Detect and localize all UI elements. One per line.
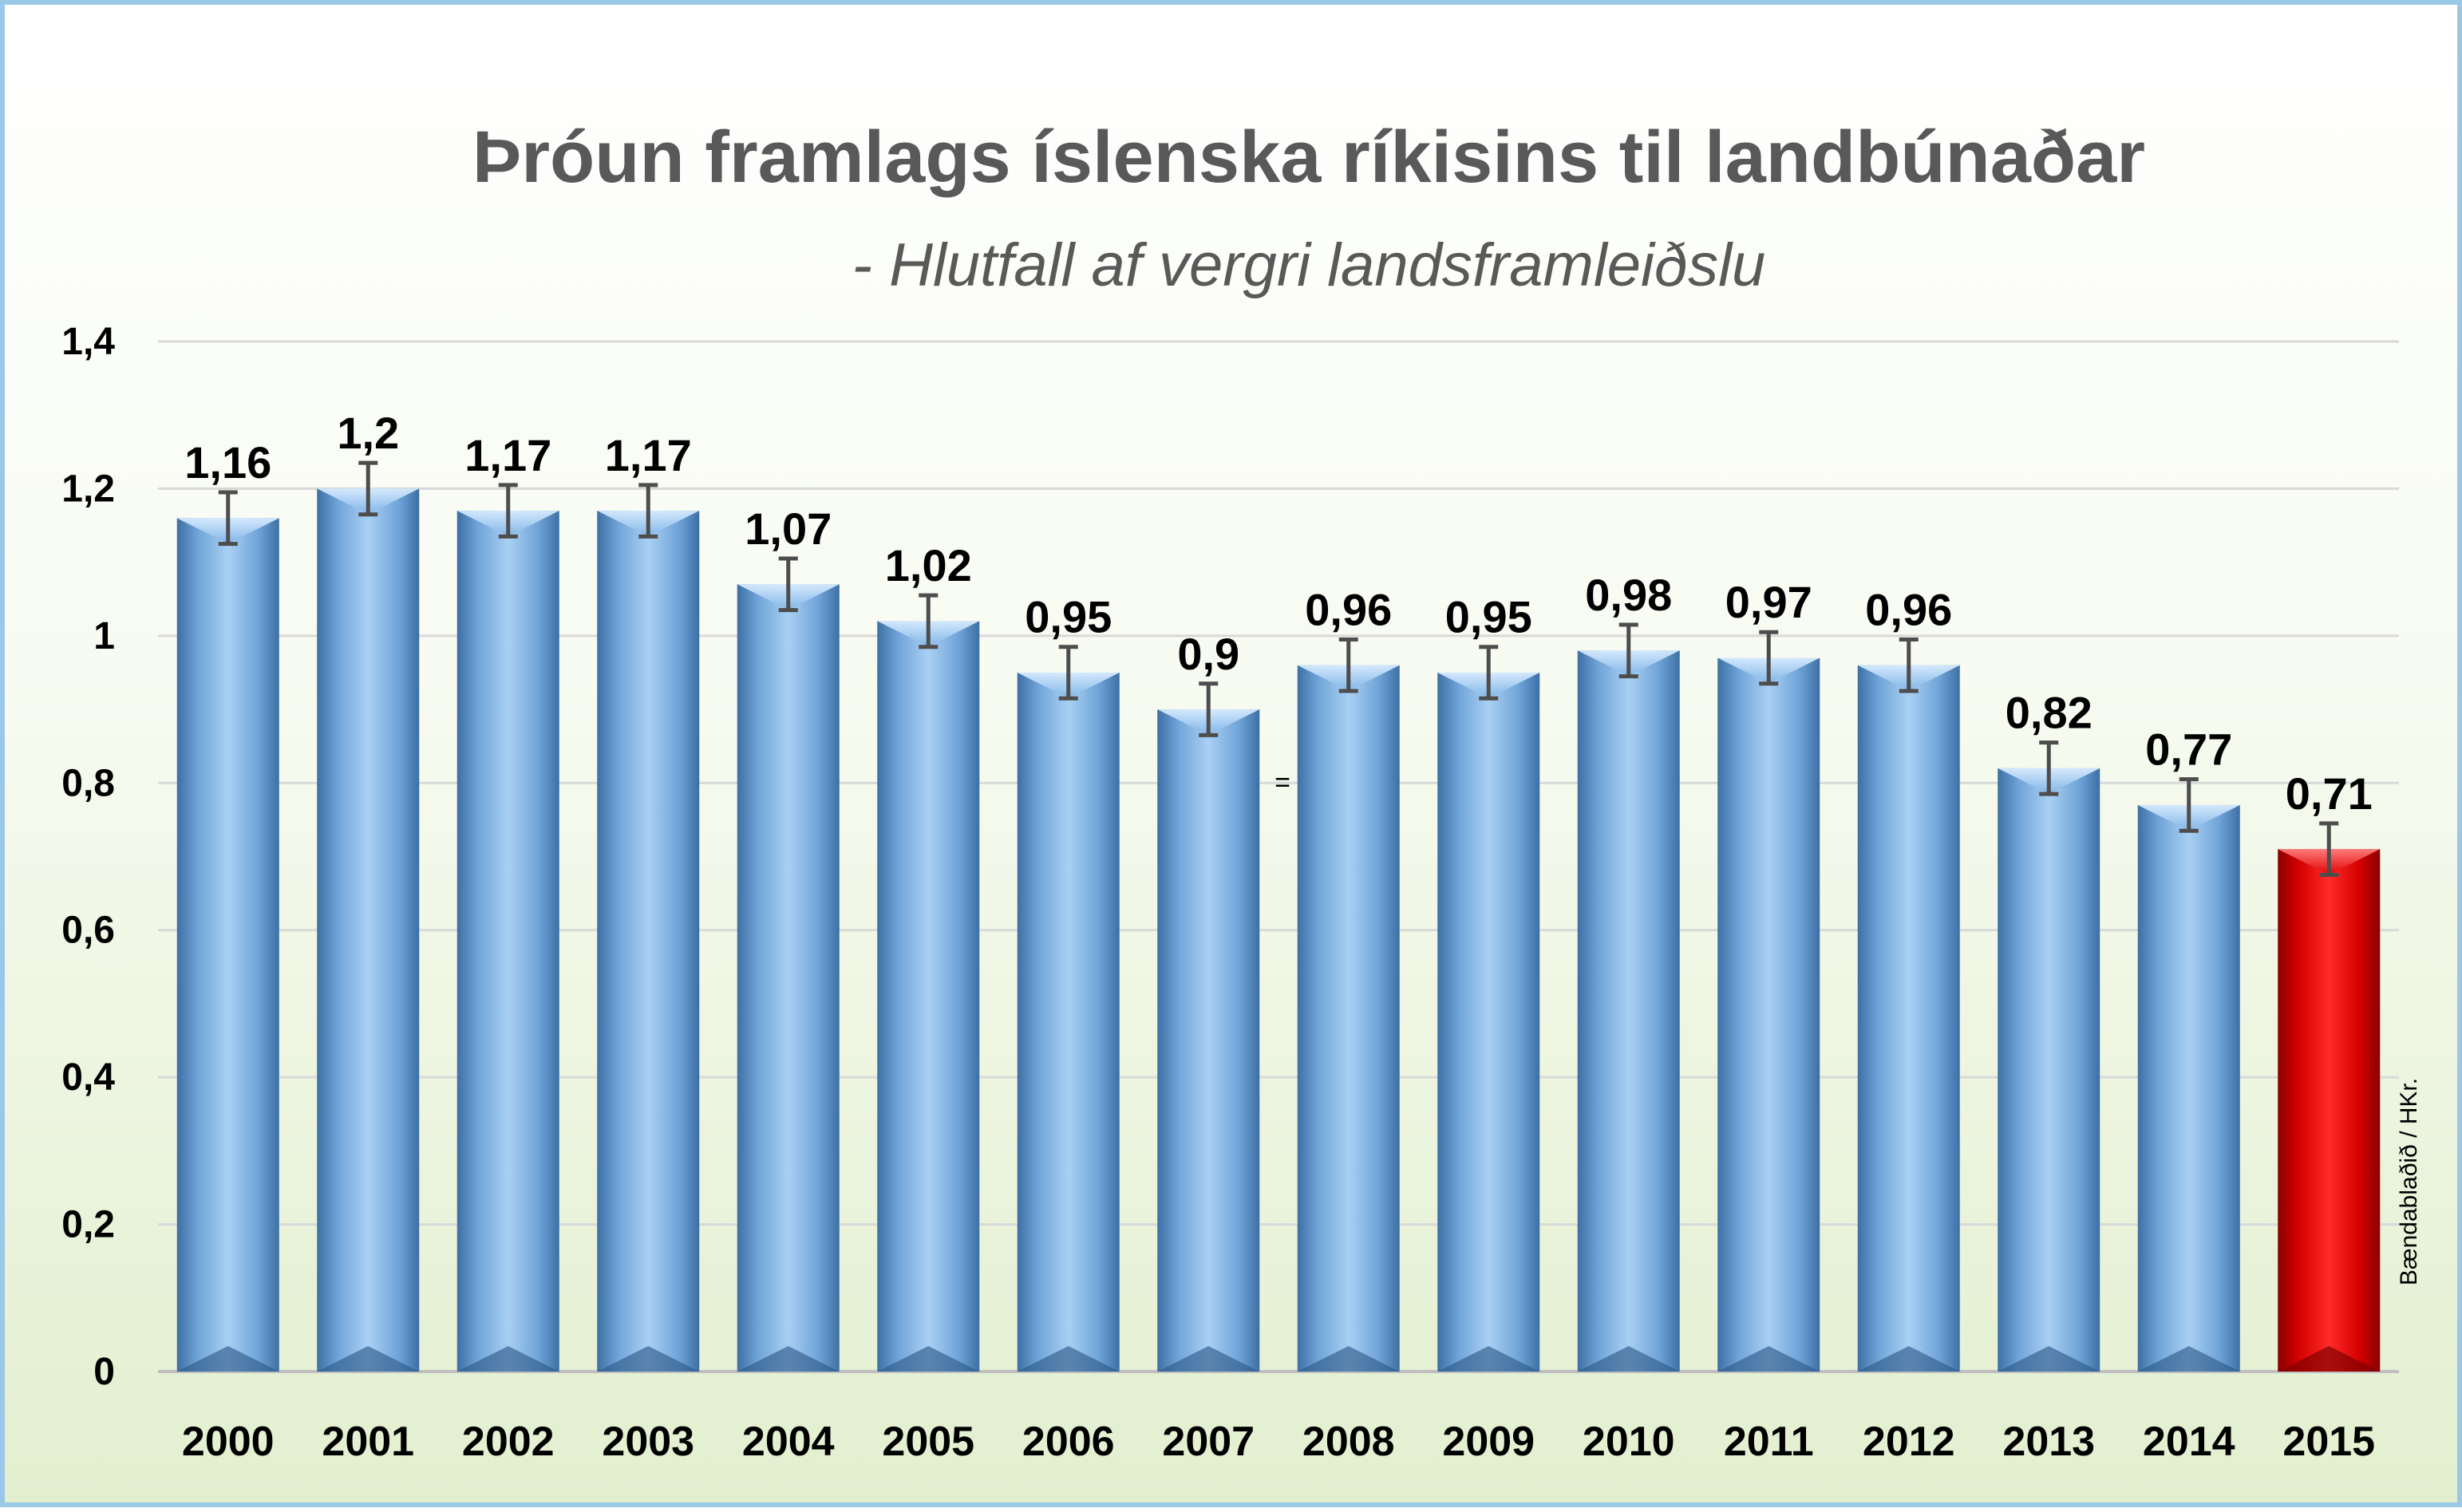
bar-bottom-bevel	[597, 1346, 700, 1372]
y-tick-label: 0,6	[61, 910, 115, 952]
bar	[176, 518, 279, 1372]
x-tick-label: 2003	[602, 1419, 694, 1465]
y-axis-ticks: 0 0,2 0,4 0,6 0,8 1 1,2 1,4	[61, 321, 115, 1393]
stray-mark: =	[1274, 768, 1290, 798]
chart-subtitle: - Hlutfall af vergri landsframleiðslu	[852, 231, 1766, 299]
x-tick-label: 2008	[1302, 1419, 1395, 1465]
x-tick-label: 2012	[1863, 1419, 1955, 1465]
x-tick-label: 2005	[882, 1419, 974, 1465]
bar	[1857, 665, 1960, 1372]
bar-group: 0,82	[1998, 688, 2100, 1372]
data-label: 1,2	[337, 408, 399, 458]
bar-bottom-bevel	[737, 1346, 840, 1372]
x-tick-label: 2004	[742, 1419, 835, 1465]
bar	[1017, 672, 1120, 1372]
y-tick-label: 1,4	[61, 321, 115, 363]
data-label: 0,95	[1025, 592, 1112, 642]
bar	[2278, 849, 2381, 1372]
bar-bottom-bevel	[1998, 1346, 2100, 1372]
bar-group: 1,2	[317, 408, 420, 1372]
chart-title: Þróun framlags íslenska ríkisins til lan…	[472, 116, 2145, 198]
x-axis-ticks: 2000 2001 2002 2003 2004 2005 2006 2007 2008 2009…	[182, 1419, 2375, 1465]
bar-group: 1,17	[597, 430, 700, 1372]
x-tick-label: 2014	[2143, 1419, 2235, 1465]
bar	[456, 511, 559, 1372]
bar-group: 0,9	[1157, 629, 1260, 1372]
bar-bottom-bevel	[2137, 1346, 2240, 1372]
bar	[597, 511, 700, 1372]
bar-group: 0,71	[2278, 768, 2381, 1372]
bar-chart: Þróun framlags íslenska ríkisins til lan…	[61, 116, 2422, 1465]
bar	[1577, 650, 1680, 1372]
bar	[1437, 672, 1540, 1372]
bar-group: 0,77	[2137, 724, 2240, 1372]
x-tick-label: 2011	[1724, 1419, 1814, 1465]
x-tick-label: 2009	[1442, 1419, 1535, 1465]
data-label: 1,02	[885, 540, 972, 590]
bars: 1,16 1,2 1,17 1,17 1,07 1,02 0,95 0,9 0,96 0,95 0,…	[176, 408, 2381, 1372]
bar	[1157, 709, 1260, 1372]
y-tick-label: 0,8	[61, 762, 115, 804]
bar	[1717, 657, 1820, 1372]
x-tick-label: 2007	[1162, 1419, 1255, 1465]
data-label: 0,9	[1177, 629, 1239, 679]
bar-group: 0,95	[1017, 592, 1120, 1372]
y-tick-label: 0,4	[61, 1056, 115, 1099]
data-label: 0,82	[2006, 688, 2093, 738]
bar-group: 0,95	[1437, 592, 1540, 1372]
data-label: 0,77	[2145, 724, 2232, 775]
data-label: 0,96	[1305, 584, 1392, 634]
bar	[1998, 768, 2100, 1372]
bar-bottom-bevel	[1857, 1346, 1960, 1372]
data-label: 0,96	[1865, 584, 1952, 634]
bar-bottom-bevel	[1437, 1346, 1540, 1372]
x-tick-label: 2006	[1022, 1419, 1115, 1465]
data-label: 0,97	[1725, 577, 1812, 627]
credit-text: Bændablaðið / HKr.	[2396, 1078, 2422, 1285]
bar-group: 1,07	[737, 503, 840, 1372]
x-tick-label: 2002	[462, 1419, 555, 1465]
data-label: 0,71	[2286, 768, 2373, 819]
bar-bottom-bevel	[317, 1346, 420, 1372]
bar-group: 0,97	[1717, 577, 1820, 1372]
y-tick-label: 1,2	[61, 468, 115, 510]
bar-group: 0,98	[1577, 570, 1680, 1372]
y-tick-label: 1	[93, 615, 115, 657]
bar-bottom-bevel	[1297, 1346, 1400, 1372]
bar	[877, 621, 980, 1372]
bar-group: 0,96	[1857, 584, 1960, 1372]
bar-bottom-bevel	[1157, 1346, 1260, 1372]
data-label: 1,07	[745, 503, 832, 554]
data-label: 0,95	[1445, 592, 1532, 642]
bar-bottom-bevel	[1017, 1346, 1120, 1372]
bar-group: 1,02	[877, 540, 980, 1372]
bar	[737, 584, 840, 1372]
bar-group: 1,17	[456, 430, 559, 1372]
bar	[1297, 665, 1400, 1372]
bar-bottom-bevel	[456, 1346, 559, 1372]
bar-group: 1,16	[176, 437, 279, 1372]
x-tick-label: 2001	[322, 1419, 414, 1465]
bar-bottom-bevel	[176, 1346, 279, 1372]
x-tick-label: 2015	[2282, 1419, 2375, 1465]
bar-group: 0,96	[1297, 584, 1400, 1372]
data-label: 1,17	[605, 430, 692, 480]
x-tick-label: 2010	[1583, 1419, 1675, 1465]
data-label: 0,98	[1585, 570, 1672, 620]
x-tick-label: 2013	[2002, 1419, 2095, 1465]
bar-bottom-bevel	[2278, 1346, 2381, 1372]
x-tick-label: 2000	[182, 1419, 275, 1465]
bar	[2137, 804, 2240, 1372]
data-label: 1,16	[184, 437, 271, 488]
y-tick-label: 0,2	[61, 1204, 115, 1246]
bar-bottom-bevel	[1717, 1346, 1820, 1372]
bar-bottom-bevel	[877, 1346, 980, 1372]
data-label: 1,17	[464, 430, 551, 480]
bar-bottom-bevel	[1577, 1346, 1680, 1372]
y-tick-label: 0	[93, 1351, 115, 1393]
bar	[317, 488, 420, 1372]
